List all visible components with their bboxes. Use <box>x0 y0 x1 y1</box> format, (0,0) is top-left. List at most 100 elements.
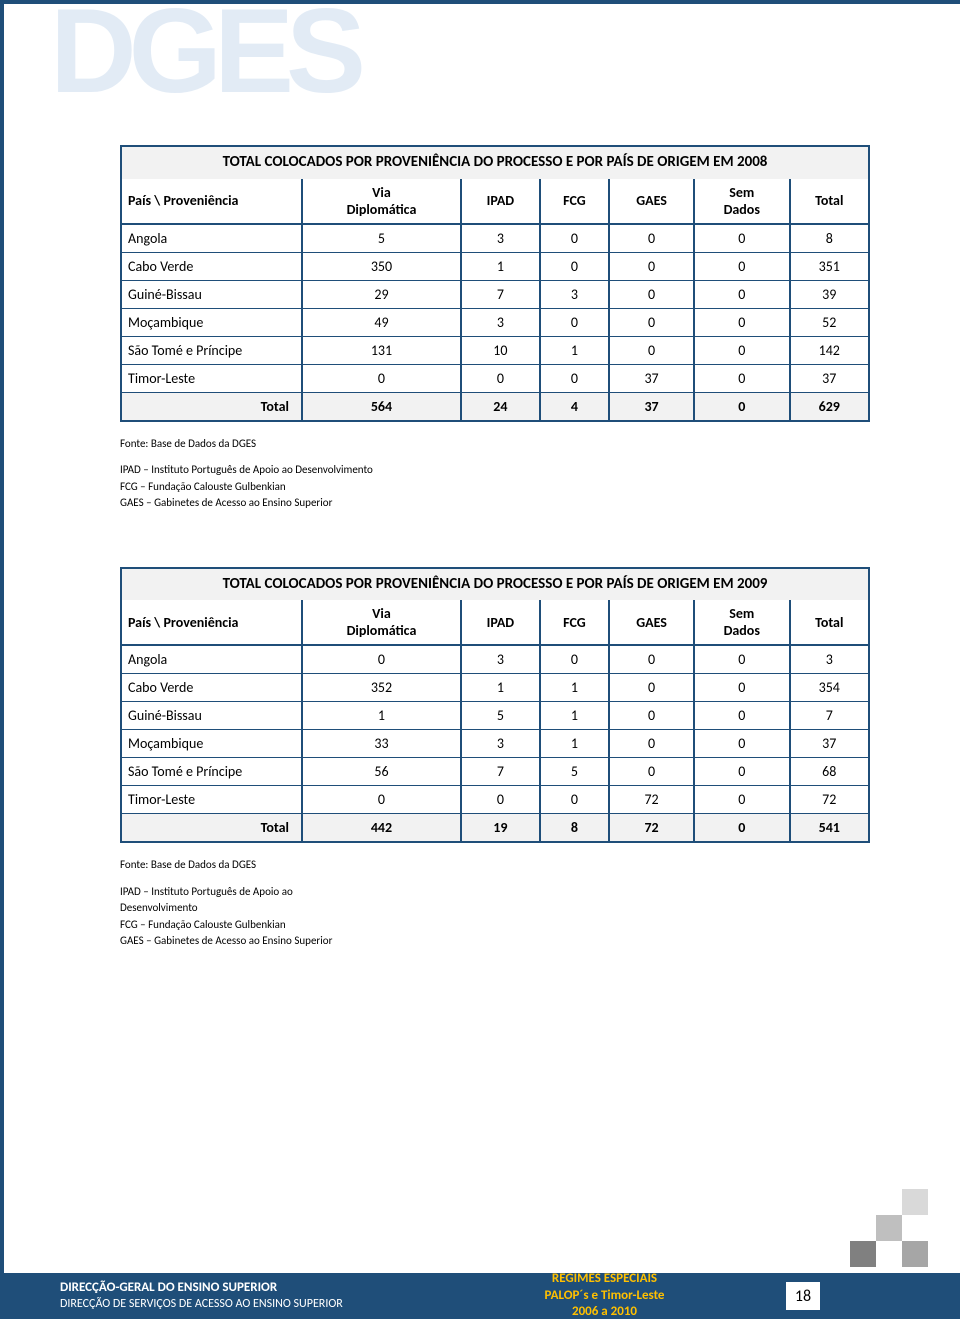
table-cell: Moçambique <box>122 730 302 758</box>
table-cell: 29 <box>302 280 461 308</box>
table-cell: 0 <box>694 336 790 364</box>
table-cell: 3 <box>461 224 540 253</box>
table-cell: 0 <box>609 308 694 336</box>
table-cell: 39 <box>790 280 868 308</box>
table-total-cell: 629 <box>790 392 868 420</box>
table-cell: 56 <box>302 758 461 786</box>
table-cell: 351 <box>790 252 868 280</box>
table1-title: TOTAL COLOCADOS POR PROVENIÊNCIA DO PROC… <box>122 147 868 179</box>
table-cell: 1 <box>302 702 461 730</box>
table-total-cell: 4 <box>540 392 609 420</box>
table-cell: 68 <box>790 758 868 786</box>
table-total-cell: 19 <box>461 814 540 842</box>
table-row: Guiné-Bissau151007 <box>122 702 868 730</box>
table-total-cell: Total <box>122 814 302 842</box>
note-gaes: GAES – Gabinetes de Acesso ao Ensino Sup… <box>120 495 870 512</box>
table-cell: 7 <box>461 758 540 786</box>
table-cell: 0 <box>540 308 609 336</box>
table-cell: Guiné-Bissau <box>122 702 302 730</box>
table-header: País \ Proveniência <box>122 600 302 645</box>
table-cell: 5 <box>540 758 609 786</box>
table-cell: 3 <box>540 280 609 308</box>
table-header: Total <box>790 179 868 224</box>
table-cell: 142 <box>790 336 868 364</box>
note2-gaes: GAES – Gabinetes de Acesso ao Ensino Sup… <box>120 933 870 950</box>
table-header: ViaDiplomática <box>302 179 461 224</box>
table-cell: 350 <box>302 252 461 280</box>
table-cell: 37 <box>790 730 868 758</box>
table-row: Timor-Leste00037037 <box>122 364 868 392</box>
table-row: São Tomé e Príncipe13110100142 <box>122 336 868 364</box>
fonte-2008: Fonte: Base de Dados da DGES <box>120 436 870 453</box>
table-total-row: Total564244370629 <box>122 392 868 420</box>
fonte-2009: Fonte: Base de Dados da DGES <box>120 857 870 874</box>
note-fcg: FCG – Fundação Calouste Gulbenkian <box>120 479 870 496</box>
table-cell: 0 <box>694 308 790 336</box>
table-cell: 3 <box>790 645 868 674</box>
table-header: IPAD <box>461 600 540 645</box>
table-total-cell: 564 <box>302 392 461 420</box>
table-cell: 352 <box>302 674 461 702</box>
table-cell: 7 <box>461 280 540 308</box>
table-cell: 0 <box>461 786 540 814</box>
table-total-row: Total442198720541 <box>122 814 868 842</box>
table-2009: TOTAL COLOCADOS POR PROVENIÊNCIA DO PROC… <box>120 567 870 844</box>
table-cell: 0 <box>540 645 609 674</box>
table-cell: 0 <box>694 364 790 392</box>
table-cell: Angola <box>122 645 302 674</box>
table-cell: 0 <box>694 758 790 786</box>
table-cell: 0 <box>609 730 694 758</box>
table-cell: 5 <box>302 224 461 253</box>
table-cell: 0 <box>609 280 694 308</box>
table-cell: 0 <box>609 702 694 730</box>
table-cell: Cabo Verde <box>122 674 302 702</box>
table-header: País \ Proveniência <box>122 179 302 224</box>
page-number: 18 <box>786 1282 820 1310</box>
table-cell: 0 <box>302 786 461 814</box>
table-cell: 0 <box>694 786 790 814</box>
table-cell: 7 <box>790 702 868 730</box>
table-cell: 0 <box>461 364 540 392</box>
table-total-cell: 0 <box>694 392 790 420</box>
table-cell: 3 <box>461 645 540 674</box>
table-cell: 0 <box>609 252 694 280</box>
table-cell: São Tomé e Príncipe <box>122 758 302 786</box>
note2-fcg: FCG – Fundação Calouste Gulbenkian <box>120 917 870 934</box>
table-row: São Tomé e Príncipe56750068 <box>122 758 868 786</box>
table-total-cell: 37 <box>609 392 694 420</box>
table-row: Angola530008 <box>122 224 868 253</box>
table-cell: 72 <box>609 786 694 814</box>
table-cell: 3 <box>461 308 540 336</box>
table-cell: 354 <box>790 674 868 702</box>
table-row: Moçambique49300052 <box>122 308 868 336</box>
table-header: Total <box>790 600 868 645</box>
table-cell: 0 <box>609 224 694 253</box>
table-cell: Timor-Leste <box>122 786 302 814</box>
table-header: FCG <box>540 600 609 645</box>
table-cell: 0 <box>694 252 790 280</box>
table-cell: 0 <box>302 364 461 392</box>
table-cell: 72 <box>790 786 868 814</box>
table-row: Moçambique33310037 <box>122 730 868 758</box>
footer-title-2: PALOP´s e Timor-Leste <box>423 1288 786 1305</box>
table-total-cell: 8 <box>540 814 609 842</box>
table-cell: 0 <box>540 364 609 392</box>
note-ipad: IPAD – Instituto Português de Apoio ao D… <box>120 462 870 479</box>
table-cell: 1 <box>540 674 609 702</box>
table-cell: 33 <box>302 730 461 758</box>
table-cell: Moçambique <box>122 308 302 336</box>
table-cell: 0 <box>302 645 461 674</box>
table-cell: 49 <box>302 308 461 336</box>
table-row: Cabo Verde3521100354 <box>122 674 868 702</box>
table-cell: 3 <box>461 730 540 758</box>
table-row: Cabo Verde3501000351 <box>122 252 868 280</box>
table-cell: 0 <box>540 224 609 253</box>
table-total-cell: Total <box>122 392 302 420</box>
table-row: Timor-Leste00072072 <box>122 786 868 814</box>
table-cell: 0 <box>609 674 694 702</box>
table-cell: 1 <box>540 336 609 364</box>
table-total-cell: 541 <box>790 814 868 842</box>
table-total-cell: 72 <box>609 814 694 842</box>
table-cell: 0 <box>609 758 694 786</box>
table-cell: 0 <box>540 786 609 814</box>
